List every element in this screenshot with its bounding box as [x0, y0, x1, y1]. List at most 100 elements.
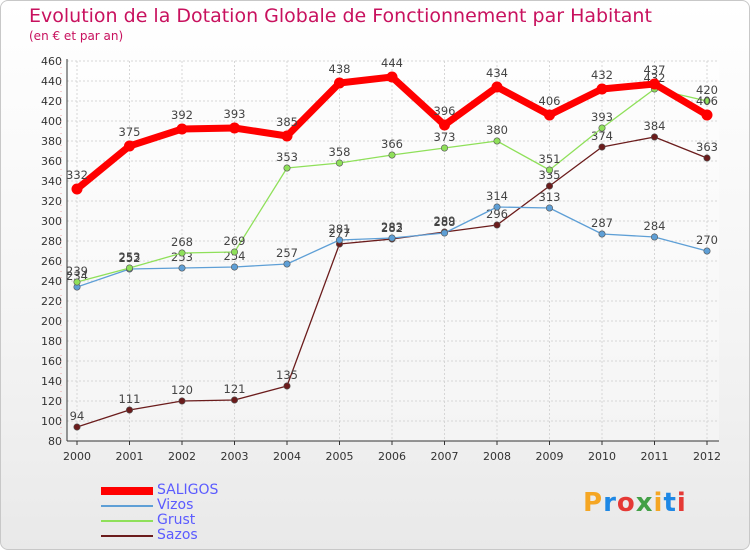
logo-letter: i	[653, 488, 664, 518]
data-point-saligos	[334, 77, 345, 89]
y-tick-label: 460	[41, 55, 62, 68]
y-tick-label: 220	[41, 295, 62, 308]
y-tick-label: 320	[41, 195, 62, 208]
legend-swatch-grust	[101, 520, 153, 522]
data-point-saligos	[596, 83, 608, 95]
data-point-saligos	[124, 140, 135, 152]
data-point-grust	[283, 164, 291, 172]
data-label-saligos: 434	[486, 66, 508, 80]
data-label-grust: 420	[696, 83, 718, 97]
data-point-sazos	[126, 406, 134, 414]
data-label-vizos: 313	[539, 190, 561, 204]
y-tick-label: 240	[41, 275, 62, 288]
data-label-sazos: 135	[276, 368, 298, 382]
data-label-saligos: 332	[66, 168, 88, 182]
data-point-sazos	[703, 154, 711, 162]
x-tick-label: 2008	[483, 450, 511, 463]
data-label-sazos: 277	[329, 226, 351, 240]
data-point-saligos	[229, 122, 240, 134]
x-tick-label: 2005	[326, 450, 354, 463]
data-point-vizos	[178, 264, 186, 272]
y-tick-label: 420	[41, 95, 62, 108]
data-point-vizos	[493, 203, 501, 211]
x-tick-label: 2009	[536, 450, 564, 463]
data-label-vizos: 252	[119, 251, 141, 265]
data-label-vizos: 281	[329, 222, 351, 236]
data-point-grust	[231, 248, 239, 256]
data-label-grust: 358	[329, 145, 351, 159]
data-point-saligos	[386, 71, 398, 83]
data-label-sazos: 111	[119, 392, 141, 406]
plot-area	[67, 61, 719, 441]
data-point-saligos	[491, 81, 503, 93]
data-label-vizos: 283	[381, 220, 403, 234]
logo-letter: i	[676, 488, 687, 518]
data-label-saligos: 375	[119, 125, 141, 139]
data-point-saligos	[701, 109, 713, 121]
data-point-grust	[73, 278, 81, 286]
legend-label-saligos: SALIGOS	[157, 482, 219, 498]
data-label-grust: 366	[381, 137, 403, 151]
y-tick-label: 340	[41, 175, 62, 188]
y-tick-label: 400	[41, 115, 62, 128]
data-label-grust: 353	[276, 150, 298, 164]
data-label-saligos: 444	[381, 56, 403, 70]
x-tick-label: 2001	[116, 450, 144, 463]
data-label-sazos: 296	[486, 207, 508, 221]
x-tick-label: 2000	[63, 450, 91, 463]
x-tick-label: 2006	[378, 450, 406, 463]
chart-subtitle: (en € et par an)	[29, 29, 124, 43]
data-label-saligos: 392	[171, 108, 193, 122]
y-tick-label: 200	[41, 315, 62, 328]
data-point-saligos	[439, 119, 450, 131]
legend-swatch-saligos	[101, 487, 153, 495]
data-point-vizos	[650, 233, 658, 241]
data-label-vizos: 287	[591, 216, 613, 230]
x-tick-label: 2012	[693, 450, 721, 463]
data-point-sazos	[650, 133, 658, 141]
data-label-grust: 268	[171, 235, 193, 249]
data-point-sazos	[283, 382, 291, 390]
data-label-vizos: 257	[276, 246, 298, 260]
data-point-saligos	[176, 123, 188, 135]
logo-letter: r	[603, 488, 617, 518]
data-point-saligos	[544, 109, 555, 121]
y-tick-label: 380	[41, 135, 62, 148]
data-point-grust	[440, 144, 448, 152]
data-point-grust	[126, 264, 134, 272]
logo-letter: P	[583, 488, 604, 518]
data-point-sazos	[545, 182, 553, 190]
data-label-vizos: 270	[696, 233, 718, 247]
y-tick-label: 360	[41, 155, 62, 168]
data-point-vizos	[545, 204, 553, 212]
x-tick-label: 2003	[221, 450, 249, 463]
data-label-grust: 380	[486, 123, 508, 137]
data-label-grust: 351	[539, 152, 561, 166]
data-label-vizos: 314	[486, 189, 508, 203]
data-label-grust: 373	[434, 130, 456, 144]
data-point-vizos	[598, 230, 606, 238]
data-label-saligos: 406	[539, 94, 561, 108]
logo-letter: t	[663, 488, 677, 518]
legend-swatch-sazos	[101, 535, 153, 537]
data-point-saligos	[281, 130, 293, 142]
data-point-sazos	[231, 396, 239, 404]
x-tick-label: 2010	[588, 450, 616, 463]
data-point-grust	[545, 166, 553, 174]
data-label-vizos: 284	[644, 219, 666, 233]
data-point-saligos	[71, 183, 83, 195]
x-tick-label: 2004	[273, 450, 301, 463]
y-tick-label: 260	[41, 255, 62, 268]
x-tick-label: 2011	[641, 450, 669, 463]
data-label-saligos: 432	[591, 68, 613, 82]
data-point-vizos	[283, 260, 291, 268]
data-point-grust	[493, 137, 501, 145]
data-point-sazos	[73, 423, 81, 431]
data-label-grust: 393	[591, 110, 613, 124]
data-point-grust	[598, 124, 606, 132]
data-label-sazos: 335	[539, 168, 561, 182]
legend-label-grust: Grust	[157, 512, 196, 528]
y-tick-label: 440	[41, 75, 62, 88]
y-tick-label: 160	[41, 355, 62, 368]
